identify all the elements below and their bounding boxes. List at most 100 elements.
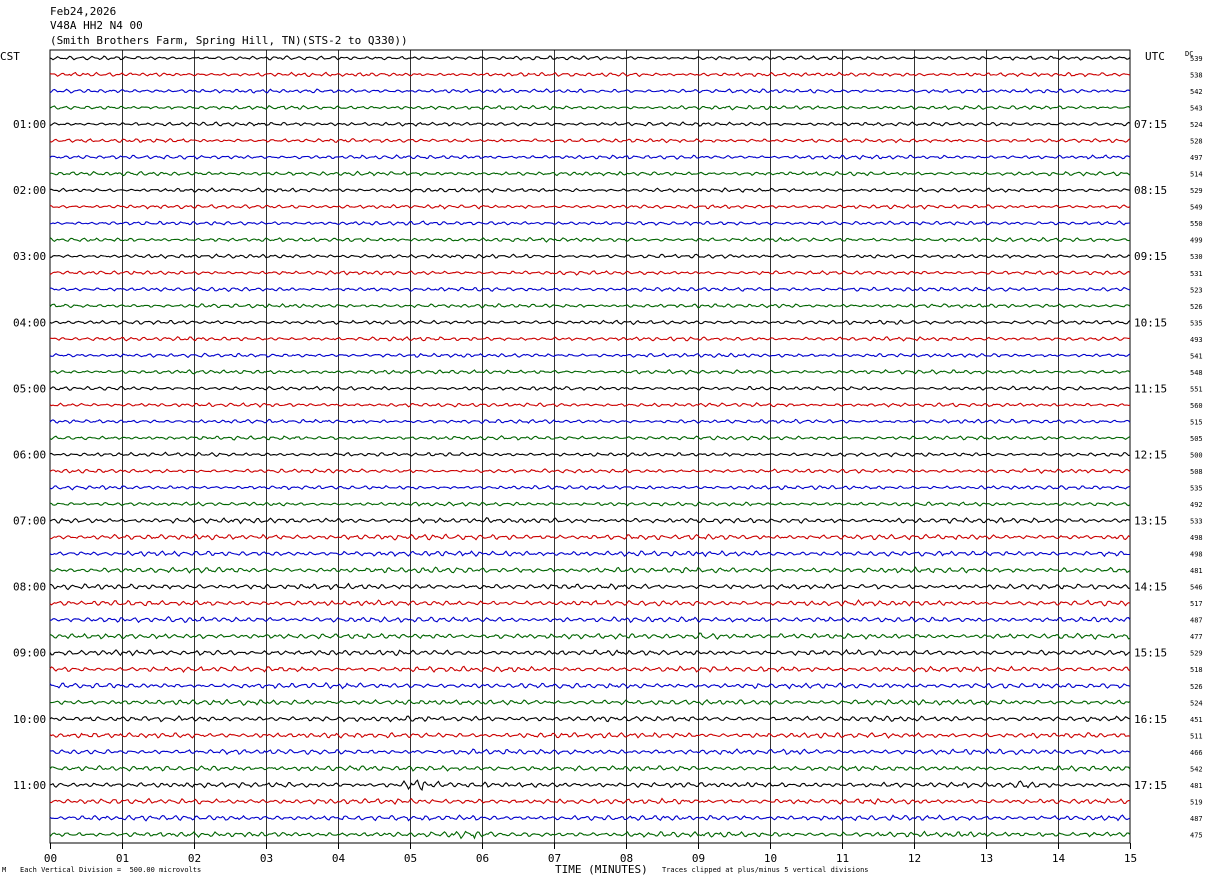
dc-offset-label: 526 — [1190, 303, 1203, 311]
trace-line — [49, 501, 1131, 507]
trace-line — [49, 352, 1131, 359]
dc-offset-label: 481 — [1190, 567, 1203, 575]
dc-offset-label: 505 — [1190, 435, 1203, 443]
dc-offset-label: 541 — [1190, 352, 1203, 360]
dc-offset-label: 508 — [1190, 468, 1203, 476]
scale-note: Each Vertical Division = 500.00 microvol… — [20, 866, 202, 874]
dc-offset-label: 550 — [1190, 220, 1203, 228]
x-tick-label: 09 — [692, 852, 705, 865]
x-tick-label: 05 — [404, 852, 417, 865]
trace-line — [49, 270, 1131, 276]
dc-offset-label: 481 — [1190, 782, 1203, 790]
trace-line — [49, 517, 1131, 525]
minute-grid — [49, 49, 1131, 849]
trace-line — [49, 104, 1131, 111]
left-hour-label: 04:00 — [13, 316, 46, 329]
x-tick-label: 04 — [332, 852, 346, 865]
station-code: V48A HH2 N4 00 — [50, 19, 143, 32]
dc-offset-label: 519 — [1190, 798, 1203, 806]
left-hour-label: 01:00 — [13, 118, 46, 131]
trace-line — [49, 385, 1131, 392]
site-description: (Smith Brothers Farm, Spring Hill, TN)(S… — [50, 34, 408, 47]
right-hour-label: 10:15 — [1134, 316, 1167, 329]
trace-line — [49, 402, 1131, 408]
dc-offset-label: 477 — [1190, 633, 1203, 641]
x-tick-label: 07 — [548, 852, 561, 865]
dc-offset-label: 497 — [1190, 154, 1203, 162]
trace-line — [49, 779, 1131, 791]
right-hour-label: 12:15 — [1134, 448, 1167, 461]
dc-offset-label: 487 — [1190, 617, 1203, 625]
trace-line — [49, 418, 1131, 425]
trace-line — [49, 533, 1131, 541]
trace-line — [49, 369, 1131, 375]
x-tick-label: 15 — [1124, 852, 1137, 865]
dc-offset-label: 487 — [1190, 815, 1203, 823]
dc-column-label: DC — [1185, 50, 1194, 58]
trace-line — [49, 748, 1131, 756]
left-hour-label: 10:00 — [13, 713, 46, 726]
trace-line — [49, 814, 1131, 822]
left-hour-label: 03:00 — [13, 250, 46, 263]
dc-offset-label: 539 — [1190, 55, 1203, 63]
trace-line — [49, 830, 1131, 840]
trace-group — [49, 55, 1131, 840]
dc-offset-label: 511 — [1190, 732, 1203, 740]
trace-line — [49, 451, 1131, 458]
x-tick-label: 00 — [44, 852, 57, 865]
right-hour-label: 08:15 — [1134, 184, 1167, 197]
dc-offset-label: 493 — [1190, 336, 1203, 344]
trace-line — [49, 71, 1131, 78]
dc-offset-label: 524 — [1190, 121, 1203, 129]
dc-offset-label: 492 — [1190, 501, 1203, 509]
trace-line — [49, 599, 1131, 607]
right-hour-label: 14:15 — [1134, 581, 1167, 594]
trace-line — [49, 303, 1131, 309]
dc-offset-label: 498 — [1190, 534, 1203, 542]
dc-offset-label: 560 — [1190, 402, 1203, 410]
trace-line — [49, 732, 1131, 739]
dc-offset-label: 528 — [1190, 138, 1203, 146]
trace-line — [49, 319, 1131, 326]
dc-offset-label: 526 — [1190, 683, 1203, 691]
dc-offset-label: 530 — [1190, 253, 1203, 261]
dc-offset-label: 531 — [1190, 270, 1203, 278]
dc-offset-label: 533 — [1190, 518, 1203, 526]
dc-offset-label: 515 — [1190, 418, 1203, 426]
dc-offset-label: 514 — [1190, 171, 1203, 179]
trace-line — [49, 764, 1131, 772]
x-tick-label: 06 — [476, 852, 489, 865]
trace-line — [49, 55, 1131, 61]
x-tick-label: 03 — [260, 852, 273, 865]
trace-line — [49, 286, 1131, 292]
dc-offset-label: 518 — [1190, 666, 1203, 674]
plot-date: Feb24,2026 — [50, 5, 117, 18]
dc-offset-label: 451 — [1190, 716, 1203, 724]
dc-offset-label: 466 — [1190, 749, 1203, 757]
trace-line — [49, 648, 1131, 657]
right-hour-label: 13:15 — [1134, 515, 1167, 528]
trace-line — [49, 187, 1131, 193]
left-hour-label: 08:00 — [13, 581, 46, 594]
right-hour-label: 17:15 — [1134, 779, 1167, 792]
dc-offset-label: 535 — [1190, 319, 1203, 327]
x-tick-label: 11 — [836, 852, 849, 865]
trace-line — [49, 170, 1131, 177]
dc-offset-label: 529 — [1190, 187, 1203, 195]
right-hour-label: 09:15 — [1134, 250, 1167, 263]
left-hour-label: 07:00 — [13, 515, 46, 528]
trace-line — [49, 88, 1131, 94]
trace-line — [49, 253, 1131, 260]
right-hour-label: 16:15 — [1134, 713, 1167, 726]
dc-offset-label: 523 — [1190, 286, 1203, 294]
right-timezone-label: UTC — [1145, 50, 1165, 63]
dc-offset-label: 499 — [1190, 237, 1203, 245]
trace-line — [49, 566, 1131, 574]
left-hour-label: 05:00 — [13, 382, 46, 395]
left-hour-label: 09:00 — [13, 647, 46, 660]
x-axis-title: TIME (MINUTES) — [555, 863, 648, 876]
dc-offset-label: 529 — [1190, 650, 1203, 658]
dc-offset-label: 542 — [1190, 765, 1203, 773]
dc-offset-label: 548 — [1190, 369, 1203, 377]
left-hour-label: 06:00 — [13, 448, 46, 461]
